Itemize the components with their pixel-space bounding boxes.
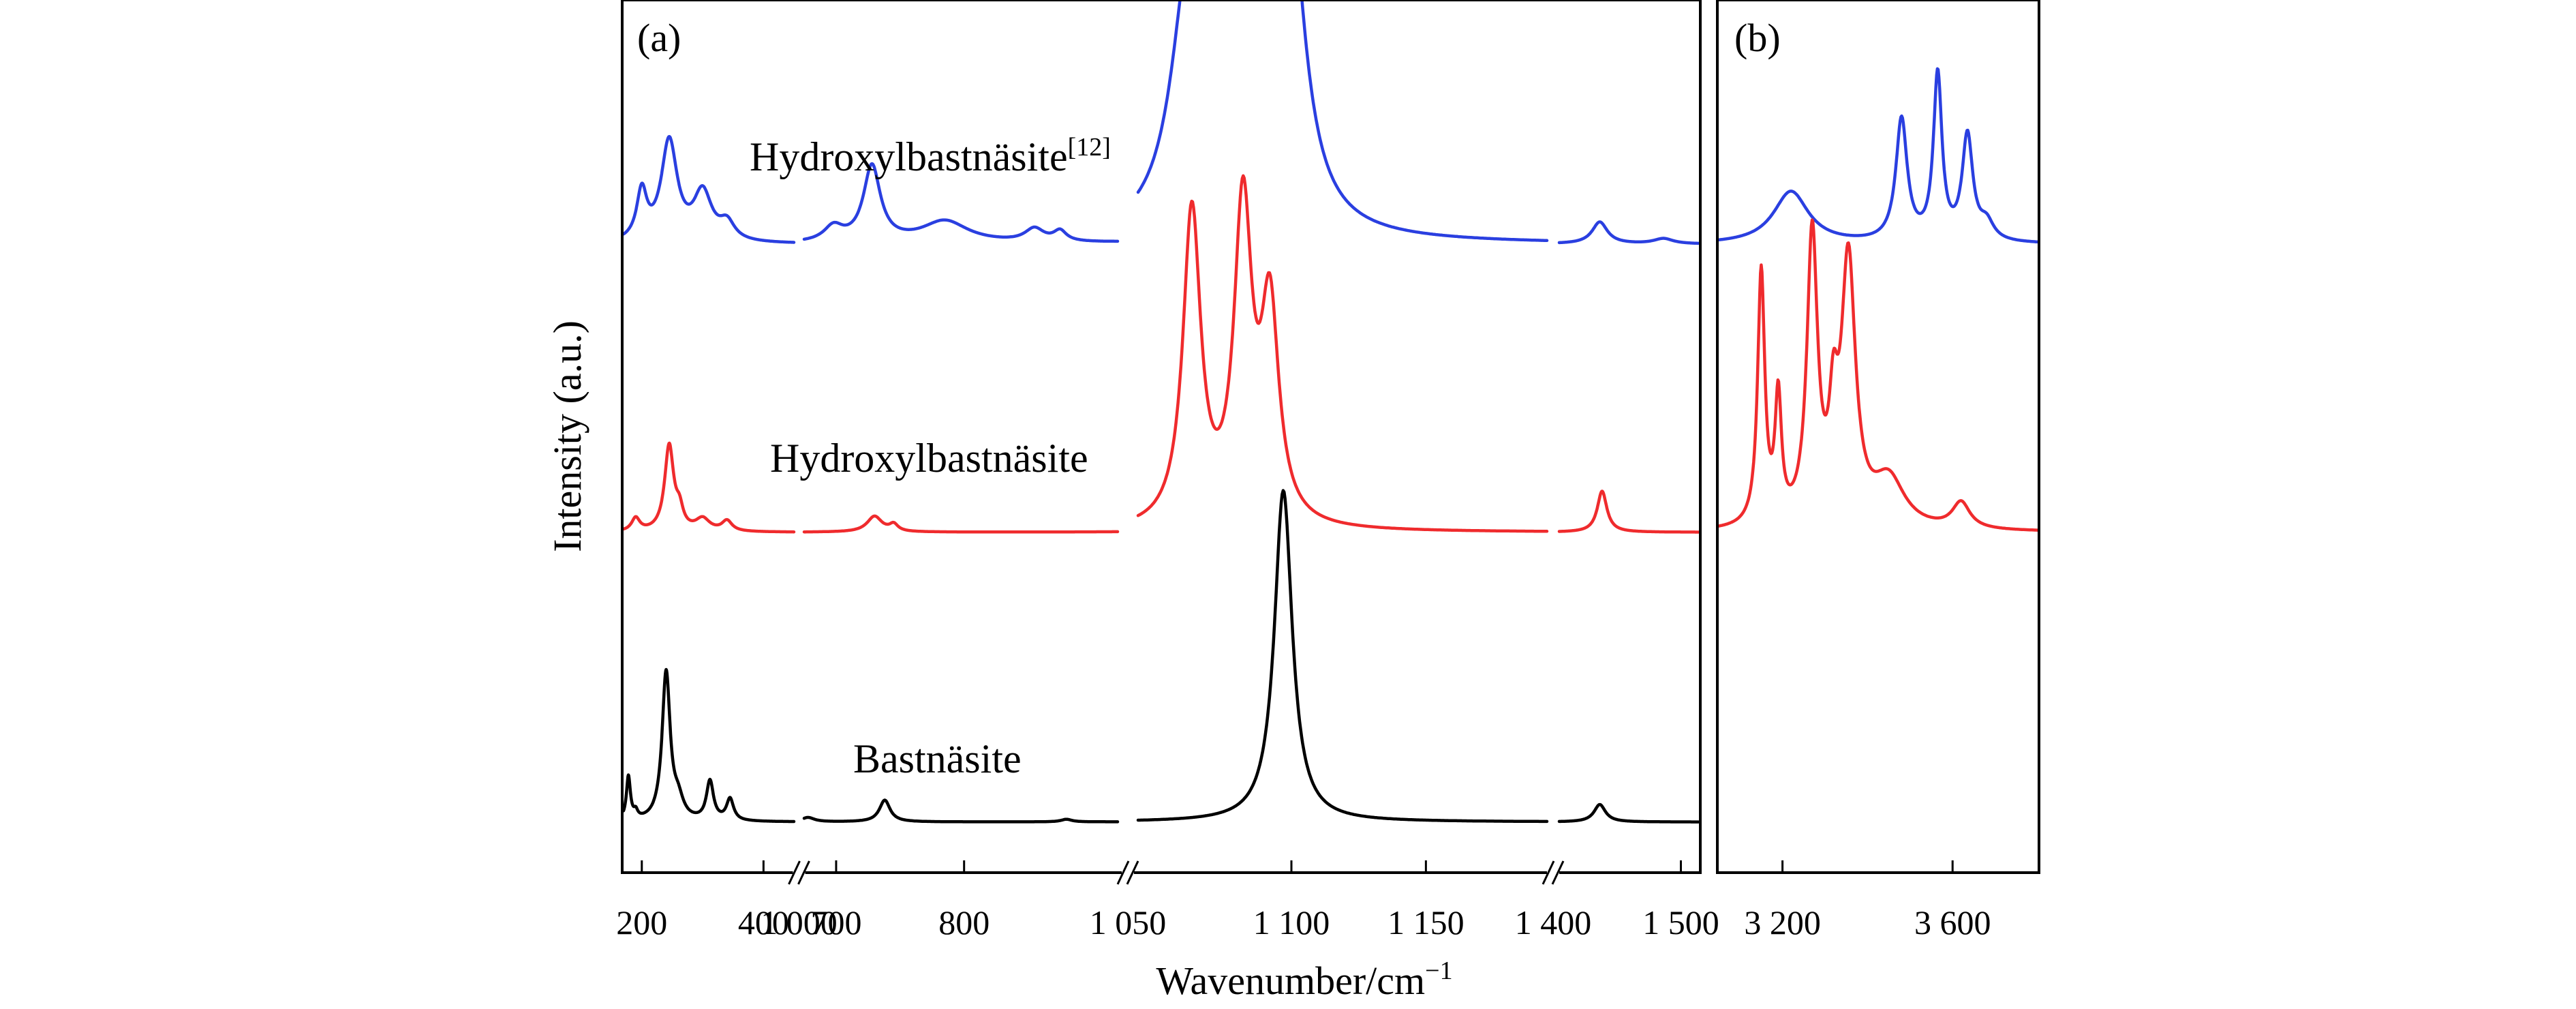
panel-a-label: (a) bbox=[637, 16, 681, 60]
axis-break-slash-3-1 bbox=[1542, 860, 1555, 885]
series-line-hydroxylbastnasite-ref-a-seg1 bbox=[622, 135, 796, 244]
axis-break-slash-1-2 bbox=[797, 860, 810, 885]
panel-a-frame bbox=[621, 0, 1702, 874]
axis-break-gap-2 bbox=[1122, 859, 1134, 886]
panel-a-seg2-tick-label-700: 700 bbox=[810, 903, 861, 942]
frames-layer bbox=[621, 0, 2040, 874]
series-line-hydroxylbastnasite-a-seg2 bbox=[802, 514, 1120, 534]
series-line-hydroxylbastnasite-ref-b bbox=[1717, 67, 2040, 244]
x-axis-title-text: Wavenumber/cm bbox=[1156, 959, 1425, 1003]
break-tick-label-2: 1 050 bbox=[1090, 903, 1167, 942]
series-line-bastnasite-a-seg1 bbox=[622, 667, 796, 824]
break-tick-label-3: 1 400 bbox=[1515, 903, 1592, 942]
series-line-hydroxylbastnasite-a-seg4 bbox=[1557, 490, 1700, 534]
series-label-hydroxylbastnasite-ref-name: Hydroxylbastnäsite bbox=[750, 134, 1068, 179]
panel-a-seg3-tick-label-1150: 1 150 bbox=[1387, 903, 1465, 942]
panel-b-frame bbox=[1716, 0, 2040, 874]
x-axis-title-sup: −1 bbox=[1425, 957, 1452, 985]
series-line-bastnasite-a-seg4 bbox=[1557, 802, 1700, 824]
break-tick-label-1: 1 000 bbox=[761, 903, 838, 942]
series-line-hydroxylbastnasite-a-seg1 bbox=[622, 441, 796, 534]
panel-a-seg1-tick-label-200: 200 bbox=[616, 903, 667, 942]
labels-layer: (a) (b) Hydroxylbastnäsite[12] Hydroxylb… bbox=[545, 16, 1781, 1003]
panel-b-tick-label-3600: 3 600 bbox=[1914, 903, 1991, 942]
series-line-hydroxylbastnasite-ref-a-seg3 bbox=[1136, 0, 1549, 243]
series-line-hydroxylbastnasite-a-seg3 bbox=[1136, 174, 1549, 533]
axis-break-gap-3 bbox=[1547, 859, 1559, 886]
y-axis-title: Intensity (a.u.) bbox=[545, 320, 589, 552]
panel-a-seg3-tick-label-1100: 1 100 bbox=[1253, 903, 1330, 942]
panel-a-seg2-tick-label-800: 800 bbox=[938, 903, 990, 942]
axis-break-slash-3-2 bbox=[1551, 860, 1565, 885]
axes-layer: 200 400 700 800 1 100 1 150 1 500 3 200 3 600 1 0… bbox=[616, 859, 1991, 942]
series-label-hydroxylbastnasite-ref: Hydroxylbastnäsite[12] bbox=[750, 133, 1111, 179]
series-label-hydroxylbastnasite-ref-sup: [12] bbox=[1068, 133, 1111, 162]
axis-break-2 bbox=[1116, 859, 1139, 886]
axis-break-3 bbox=[1542, 859, 1565, 886]
panel-b-tick-label-3200: 3 200 bbox=[1744, 903, 1821, 942]
panel-a-seg1-tick-label-400: 400 bbox=[738, 903, 789, 942]
series-line-hydroxylbastnasite-ref-a-seg4 bbox=[1557, 220, 1700, 245]
panel-a-seg4-tick-label-1500: 1 500 bbox=[1642, 903, 1719, 942]
axis-break-gap-1 bbox=[793, 859, 806, 886]
axis-break-slash-2-2 bbox=[1126, 860, 1139, 885]
series-label-hydroxylbastnasite: Hydroxylbastnäsite bbox=[770, 436, 1088, 481]
axis-break-slash-1-1 bbox=[788, 860, 801, 885]
series-label-bastnasite: Bastnäsite bbox=[853, 736, 1022, 781]
series-line-bastnasite-a-seg2 bbox=[802, 798, 1120, 824]
series-line-hydroxylbastnasite-b bbox=[1717, 218, 2040, 532]
x-axis-title: Wavenumber/cm−1 bbox=[1156, 957, 1452, 1003]
panel-b-label: (b) bbox=[1734, 16, 1781, 60]
axis-break-slash-2-1 bbox=[1116, 860, 1130, 885]
axis-break-1 bbox=[788, 859, 810, 886]
traces-layer bbox=[622, 0, 2040, 824]
series-line-hydroxylbastnasite-ref-a-seg2 bbox=[802, 162, 1120, 243]
series-line-bastnasite-a-seg3 bbox=[1136, 489, 1549, 824]
